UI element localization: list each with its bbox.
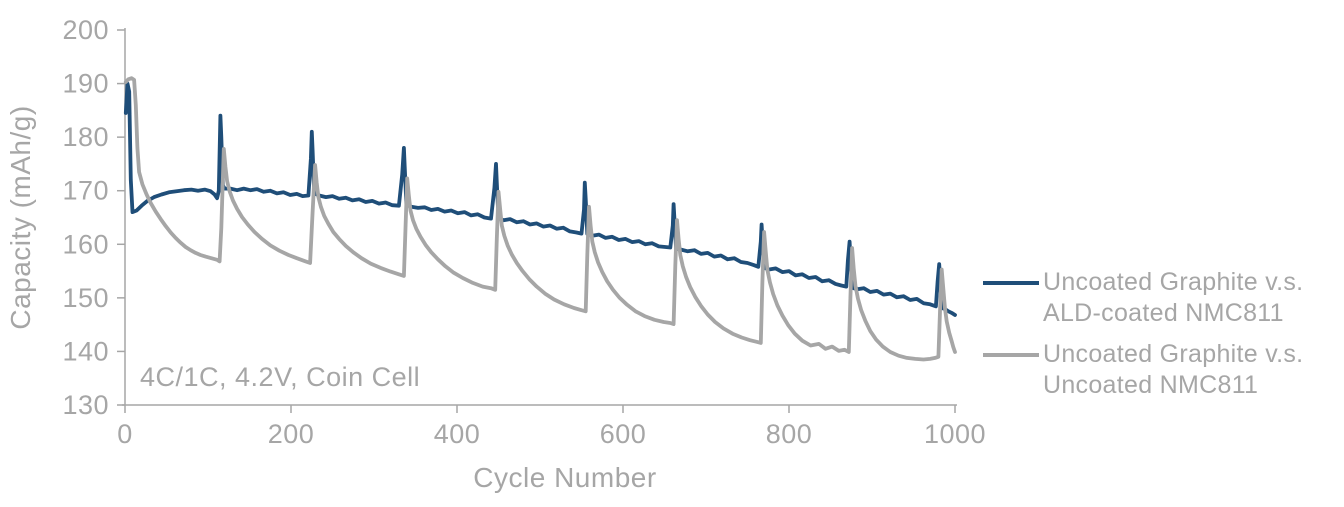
legend-swatch-uncoated [983, 353, 1039, 357]
series-line-uncoated [123, 76, 957, 362]
series-line-ald-coated [123, 81, 957, 317]
y-tick-label: 130 [62, 390, 109, 420]
legend-item-ald-coated: Uncoated Graphite v.s. ALD-coated NMC811 [983, 267, 1343, 329]
x-tick-label: 1000 [924, 419, 986, 449]
x-axis-title: Cycle Number [473, 462, 656, 493]
y-tick-label: 160 [62, 229, 109, 259]
legend-label-ald-coated: Uncoated Graphite v.s. ALD-coated NMC811 [1043, 267, 1303, 329]
legend-label-line: ALD-coated NMC811 [1043, 299, 1284, 327]
legend-label-line: Uncoated Graphite v.s. [1043, 268, 1304, 296]
legend-swatch-ald-coated [983, 281, 1039, 285]
x-tick-label: 600 [600, 419, 647, 449]
x-tick-label: 0 [117, 419, 133, 449]
y-tick-label: 140 [62, 336, 109, 366]
legend-label-line: Uncoated Graphite v.s. [1043, 340, 1304, 368]
legend-label-line: Uncoated NMC811 [1043, 371, 1259, 399]
legend: Uncoated Graphite v.s. ALD-coated NMC811… [983, 267, 1343, 411]
y-axis-title: Capacity (mAh/g) [5, 105, 36, 329]
legend-item-uncoated: Uncoated Graphite v.s. Uncoated NMC811 [983, 339, 1343, 401]
y-tick-label: 190 [62, 69, 109, 99]
annotation-test-conditions: 4C/1C, 4.2V, Coin Cell [140, 362, 420, 392]
x-tick-label: 200 [268, 419, 315, 449]
x-tick-label: 400 [434, 419, 481, 449]
y-tick-label: 200 [62, 15, 109, 45]
y-tick-label: 150 [62, 283, 109, 313]
legend-label-uncoated: Uncoated Graphite v.s. Uncoated NMC811 [1043, 339, 1303, 401]
y-tick-label: 180 [62, 122, 109, 152]
x-tick-label: 800 [766, 419, 813, 449]
y-tick-label: 170 [62, 176, 109, 206]
